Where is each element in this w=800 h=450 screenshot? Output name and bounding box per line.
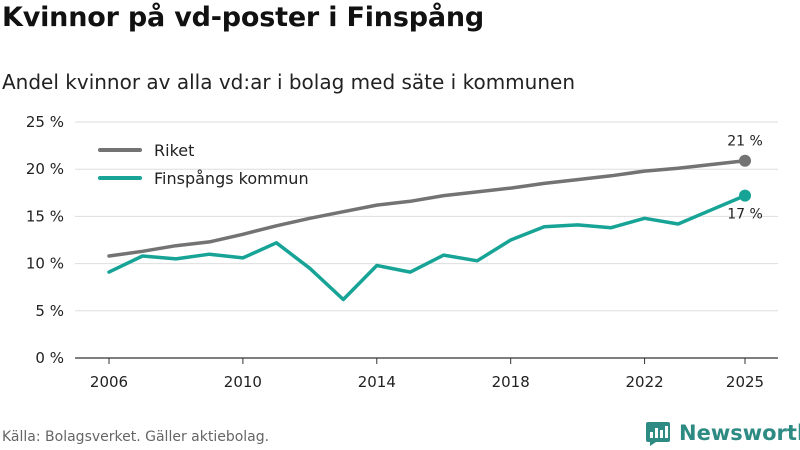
series-line-riket <box>107 158 747 258</box>
y-tick-label: 15 % <box>26 207 64 225</box>
legend-label: Riket <box>154 141 194 160</box>
y-tick-label: 0 % <box>35 349 64 367</box>
series-end-point-riket <box>739 154 751 167</box>
x-tick-label: 2022 <box>625 373 663 391</box>
y-tick-label: 20 % <box>26 160 64 178</box>
x-tick-label: 2006 <box>90 373 128 391</box>
series-end-point-finspang <box>739 189 751 202</box>
series-end-label: 21 % <box>727 134 763 150</box>
brand-logo[interactable]: Newsworthy <box>645 420 800 446</box>
brand-name: Newsworthy <box>679 421 800 445</box>
x-tick-label: 2025 <box>726 373 764 391</box>
chart-title: Kvinnor på vd-poster i Finspång <box>2 2 484 33</box>
legend-label: Finspångs kommun <box>154 169 309 188</box>
x-tick-label: 2014 <box>358 373 396 391</box>
y-tick-label: 5 % <box>35 302 64 320</box>
source-note: Källa: Bolagsverket. Gäller aktiebolag. <box>2 429 270 445</box>
chart-subtitle: Andel kvinnor av alla vd:ar i bolag med … <box>2 70 575 94</box>
x-tick-label: 2010 <box>224 373 262 391</box>
x-tick-label: 2018 <box>492 373 530 391</box>
series-end-label: 17 % <box>727 207 763 223</box>
y-tick-label: 10 % <box>26 255 64 273</box>
y-tick-label: 25 % <box>26 113 64 131</box>
newsworthy-logo-icon <box>646 422 670 446</box>
series-line-finspang <box>107 193 747 302</box>
